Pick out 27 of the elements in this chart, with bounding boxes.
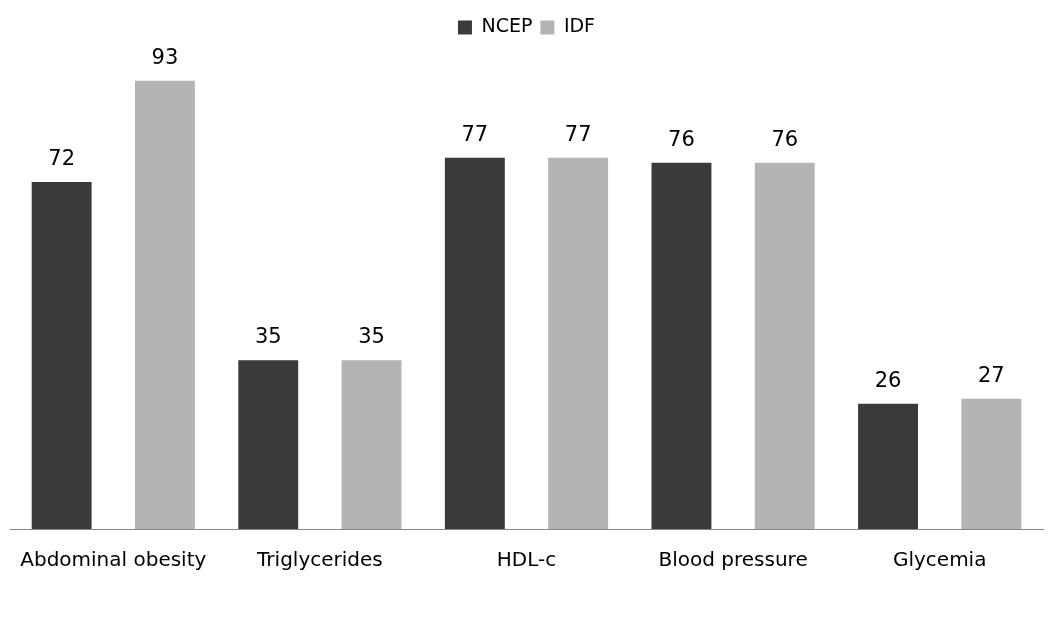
data-label: 35 — [358, 324, 385, 349]
x-tick-label: Glycemia — [892, 547, 987, 572]
bar — [444, 157, 505, 529]
x-tick-label: Abdominal obesity — [20, 547, 207, 572]
bar — [651, 162, 712, 529]
legend-label: IDF — [563, 14, 596, 37]
data-label: 77 — [564, 121, 592, 146]
data-label: 76 — [771, 126, 799, 151]
data-label: 72 — [48, 145, 76, 170]
bar — [341, 360, 402, 529]
x-tick-label: Blood pressure — [658, 547, 808, 572]
bar — [548, 157, 609, 529]
bar — [754, 162, 815, 529]
bar — [961, 398, 1022, 529]
bar — [134, 80, 195, 529]
data-label: 27 — [977, 362, 1005, 387]
bar — [858, 403, 919, 529]
data-label: 35 — [254, 324, 282, 349]
bar — [238, 360, 299, 529]
x-tick-label: HDL-c — [496, 547, 557, 572]
data-label: 93 — [151, 44, 179, 69]
data-label: 77 — [461, 121, 489, 146]
x-tick-label: Triglycerides — [256, 547, 383, 572]
bar — [31, 181, 92, 529]
legend-label: NCEP — [481, 14, 533, 37]
data-label: 26 — [874, 367, 902, 392]
data-label: 76 — [668, 126, 695, 151]
